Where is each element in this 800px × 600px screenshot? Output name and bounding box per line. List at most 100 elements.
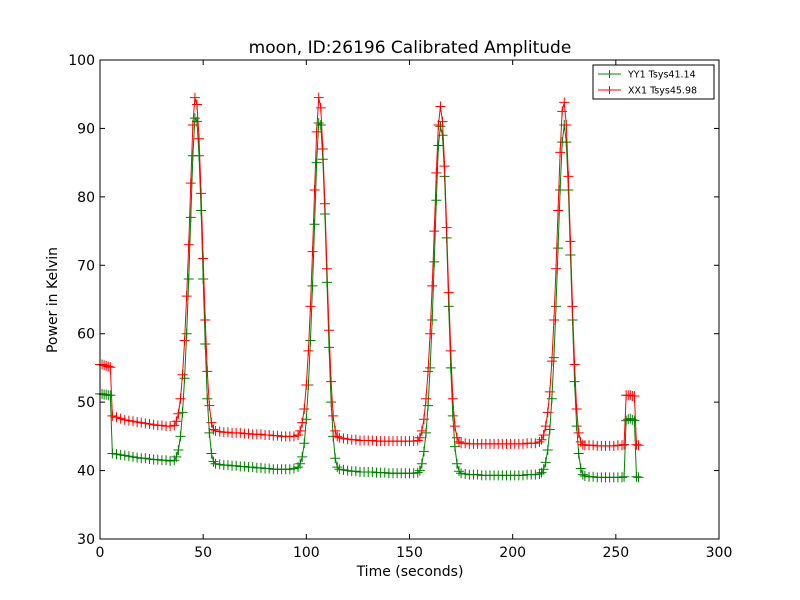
data-point xyxy=(577,469,588,480)
data-point xyxy=(305,335,316,346)
data-point xyxy=(177,369,188,380)
data-point xyxy=(313,117,324,128)
data-point xyxy=(101,360,112,371)
data-point xyxy=(272,430,283,441)
data-point xyxy=(198,273,209,284)
data-point xyxy=(202,393,213,404)
data-point xyxy=(326,376,337,387)
data-point xyxy=(421,427,432,438)
data-point xyxy=(425,328,436,339)
data-point xyxy=(324,342,335,353)
data-point xyxy=(165,455,176,466)
data-point xyxy=(548,315,559,326)
data-point xyxy=(156,420,167,431)
data-point xyxy=(222,427,233,438)
data-point xyxy=(350,466,361,477)
y-tick-label: 100 xyxy=(68,53,95,69)
data-point xyxy=(472,469,483,480)
data-point xyxy=(550,263,561,274)
data-point xyxy=(435,101,446,112)
data-point xyxy=(571,403,582,414)
data-point xyxy=(191,99,202,110)
data-point xyxy=(202,366,213,377)
data-point xyxy=(187,120,198,131)
data-point xyxy=(517,470,528,481)
data-point xyxy=(297,451,308,462)
x-axis: 0 50 100 150 200 250 300 xyxy=(96,60,732,561)
data-point xyxy=(299,438,310,449)
data-point xyxy=(573,448,584,459)
data-point xyxy=(439,161,450,172)
data-point xyxy=(295,425,306,436)
data-point xyxy=(546,356,557,367)
data-point xyxy=(295,458,306,469)
data-point xyxy=(194,150,205,161)
data-point xyxy=(429,226,440,237)
data-point xyxy=(421,393,432,404)
data-point xyxy=(536,434,547,445)
data-point xyxy=(451,432,462,443)
data-point xyxy=(194,133,205,144)
data-point xyxy=(631,471,642,482)
data-point xyxy=(573,427,584,438)
legend: YY1 Tsys41.14 XX1 Tsys45.98 xyxy=(592,64,715,100)
data-point xyxy=(128,416,139,427)
data-point xyxy=(115,449,126,460)
data-point xyxy=(631,439,642,450)
y-tick-label: 30 xyxy=(77,532,95,548)
data-point xyxy=(633,472,644,483)
data-point xyxy=(617,440,628,451)
data-point xyxy=(332,431,343,442)
data-point xyxy=(437,116,448,127)
series-2 xyxy=(95,92,644,451)
data-point xyxy=(196,188,207,199)
data-point xyxy=(418,446,429,457)
data-point xyxy=(416,458,427,469)
y-tick-label: 70 xyxy=(77,258,95,274)
data-point xyxy=(546,393,557,404)
data-point xyxy=(441,222,452,233)
data-point xyxy=(454,466,465,477)
legend-box xyxy=(592,64,715,100)
data-point xyxy=(148,419,159,430)
data-point xyxy=(447,410,458,421)
data-point xyxy=(99,360,110,371)
data-point xyxy=(140,453,151,464)
data-point xyxy=(414,432,425,443)
data-point xyxy=(293,429,304,440)
data-point xyxy=(313,92,324,103)
data-point xyxy=(307,280,318,291)
data-point xyxy=(330,425,341,436)
data-point xyxy=(136,417,147,428)
data-point xyxy=(588,471,599,482)
data-point xyxy=(412,467,423,478)
data-point xyxy=(569,359,580,370)
data-point xyxy=(107,410,118,421)
data-point xyxy=(301,380,312,391)
y-tick-label: 90 xyxy=(77,121,95,137)
y-tick-label: 40 xyxy=(77,464,95,480)
data-point xyxy=(284,464,295,475)
legend-entry: YY1 Tsys41.14 xyxy=(598,70,696,81)
data-point xyxy=(412,435,423,446)
data-point xyxy=(625,413,636,424)
data-point xyxy=(311,126,322,137)
data-point xyxy=(243,428,254,439)
data-point xyxy=(140,418,151,429)
data-point xyxy=(633,440,644,451)
data-point xyxy=(235,427,246,438)
data-point xyxy=(619,471,630,482)
data-point xyxy=(577,439,588,450)
data-point xyxy=(367,435,378,446)
data-point xyxy=(449,441,460,452)
data-point xyxy=(433,140,444,151)
y-tick-label: 60 xyxy=(77,327,95,343)
data-point xyxy=(334,432,345,443)
data-point xyxy=(200,338,211,349)
data-point xyxy=(629,415,640,426)
data-point xyxy=(427,315,438,326)
data-point xyxy=(435,121,446,132)
data-point xyxy=(181,291,192,302)
data-point xyxy=(427,280,438,291)
